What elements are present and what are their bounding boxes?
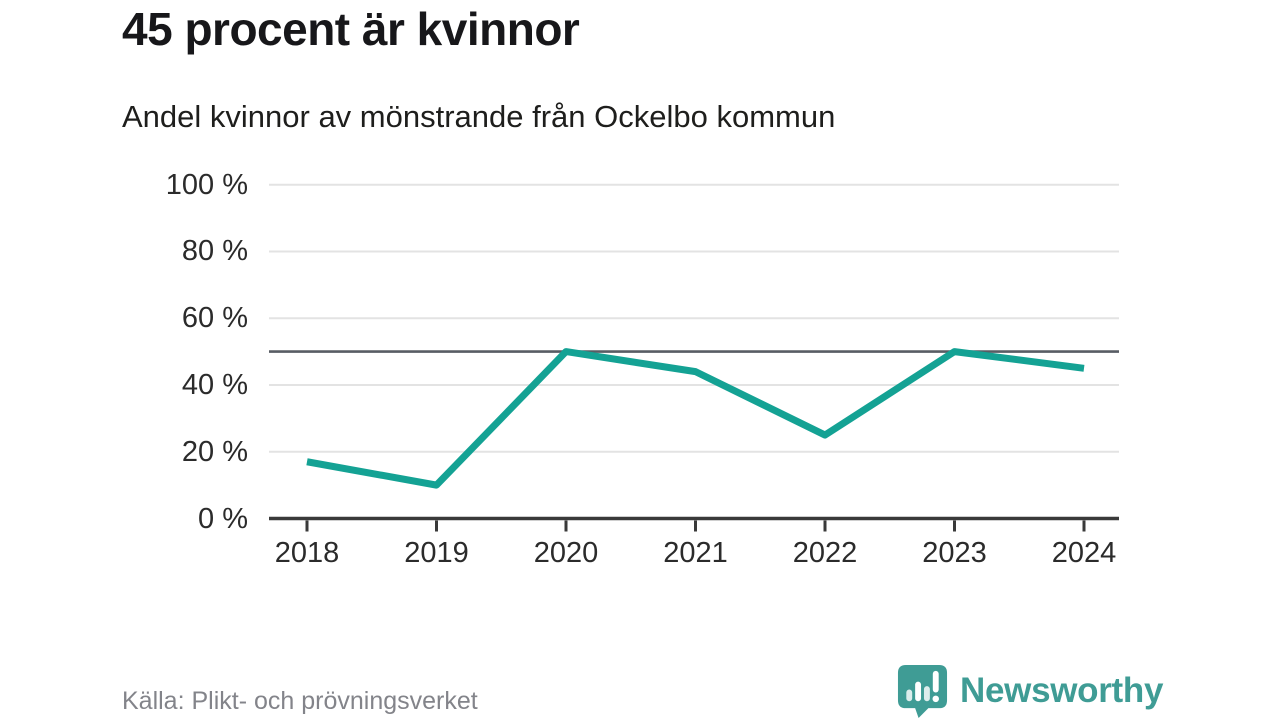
y-tick-label: 0 % xyxy=(198,502,248,535)
x-tick-label: 2019 xyxy=(404,537,469,569)
x-tick-label: 2022 xyxy=(792,537,858,569)
data-line xyxy=(306,348,1085,489)
x-tick-label: 2020 xyxy=(533,537,599,569)
y-tick-label: 40 % xyxy=(181,368,248,401)
y-tick-label: 80 % xyxy=(181,235,248,268)
page-title: 45 procent är kvinnor xyxy=(122,3,580,55)
newsworthy-logo-icon xyxy=(897,664,948,718)
x-tick-label: 2021 xyxy=(663,537,728,569)
brand-name: Newsworthy xyxy=(960,670,1164,710)
x-tick-label: 2023 xyxy=(922,537,987,569)
newsworthy-brand: Newsworthy xyxy=(896,663,1163,718)
x-tick-label: 2018 xyxy=(274,537,340,569)
chart-subtitle: Andel kvinnor av mönstrande från Ockelbo… xyxy=(122,99,836,134)
source-note: Källa: Plikt- och prövningsverket xyxy=(122,687,478,715)
y-tick-label: 60 % xyxy=(181,302,248,335)
x-tick-label: 2024 xyxy=(1051,537,1117,569)
y-tick-label: 100 % xyxy=(165,168,248,201)
y-tick-label: 20 % xyxy=(181,435,248,468)
